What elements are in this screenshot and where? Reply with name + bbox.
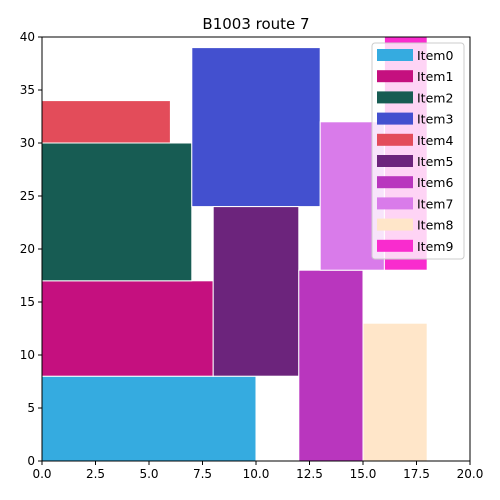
legend-swatch-item1 xyxy=(377,70,413,83)
legend-label-item2: Item2 xyxy=(417,90,453,105)
legend-swatch-item6 xyxy=(377,176,413,189)
x-tick-label: 12.5 xyxy=(296,467,323,481)
y-tick-label: 10 xyxy=(20,348,35,362)
rect-item1 xyxy=(41,280,214,377)
legend-swatch-item7 xyxy=(377,197,413,210)
y-axis: 0 5 10 15 20 25 30 35 40 xyxy=(20,30,42,468)
y-tick-label: 25 xyxy=(20,189,35,203)
rect-item4 xyxy=(41,100,171,144)
legend: Item0 Item1 Item2 Item3 Item4 Item5 Item6 Item7… xyxy=(371,42,465,260)
legend-label-item1: Item1 xyxy=(417,69,453,84)
y-tick-label: 40 xyxy=(20,30,35,44)
legend-label-item5: Item5 xyxy=(417,154,453,169)
x-tick-label: 2.5 xyxy=(86,467,105,481)
x-tick-label: 20.0 xyxy=(457,467,484,481)
rect-item6 xyxy=(298,269,364,462)
x-tick-label: 7.5 xyxy=(193,467,212,481)
rect-item2 xyxy=(41,142,193,282)
legend-label-item9: Item9 xyxy=(417,239,453,254)
rect-item5 xyxy=(212,206,300,377)
legend-swatch-item4 xyxy=(377,133,413,146)
legend-label-item7: Item7 xyxy=(417,196,453,211)
rect-item3 xyxy=(191,47,321,208)
x-tick-label: 10.0 xyxy=(243,467,270,481)
legend-label-item8: Item8 xyxy=(417,218,453,233)
x-tick-label: 15.0 xyxy=(350,467,377,481)
y-tick-label: 35 xyxy=(20,83,35,97)
legend-swatch-item8 xyxy=(377,218,413,231)
y-tick-label: 20 xyxy=(20,242,35,256)
legend-label-item4: Item4 xyxy=(417,133,453,148)
y-tick-label: 5 xyxy=(27,401,35,415)
x-tick-label: 5.0 xyxy=(139,467,158,481)
legend-label-item3: Item3 xyxy=(417,112,453,127)
rect-item0 xyxy=(41,375,257,462)
y-tick-label: 0 xyxy=(27,454,35,468)
legend-swatch-item0 xyxy=(377,49,413,61)
legend-label-item6: Item6 xyxy=(417,175,453,190)
legend-label-item0: Item0 xyxy=(417,48,453,63)
plot-area xyxy=(41,36,471,462)
y-tick-label: 30 xyxy=(20,136,35,150)
x-tick-label: 17.5 xyxy=(403,467,430,481)
x-tick-label: 0.0 xyxy=(32,467,51,481)
legend-swatch-item3 xyxy=(377,112,413,125)
y-tick-label: 15 xyxy=(20,295,35,309)
legend-swatch-item5 xyxy=(377,155,413,167)
legend-swatch-item9 xyxy=(377,239,413,252)
x-axis: 0.0 2.5 5.0 7.5 10.0 12.5 15.0 17.5 20.0 xyxy=(32,461,483,481)
chart-title: B1003 route 7 xyxy=(202,15,309,33)
rect-item8 xyxy=(362,322,428,462)
legend-swatch-item2 xyxy=(377,91,413,104)
